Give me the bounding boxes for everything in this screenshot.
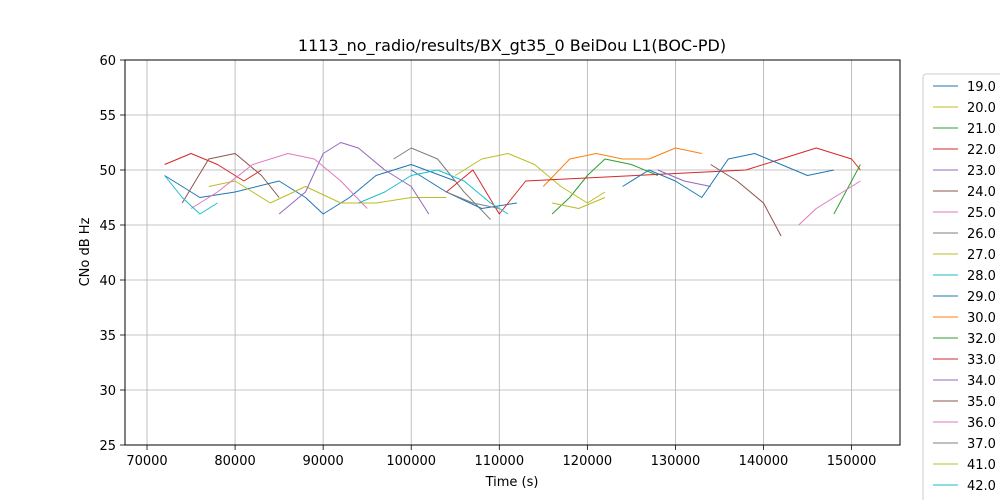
x-tick-label: 70000: [126, 454, 167, 469]
legend-entry-label: 32.0: [967, 332, 996, 347]
series-line-19: [358, 169, 509, 215]
y-axis-label: CNo dB Hz: [78, 217, 93, 286]
x-tick-label: 90000: [302, 454, 343, 469]
legend-box: [922, 73, 1000, 500]
y-tick-label: 25: [99, 439, 116, 454]
series-line-11: [542, 147, 702, 187]
series-line-9: [164, 175, 218, 215]
legend-entry-label: 41.0: [967, 458, 996, 473]
x-tick-label: 140000: [739, 454, 789, 469]
y-tick-label: 45: [99, 219, 116, 234]
legend-entry-label: 23.0: [967, 164, 996, 179]
series-line-4: [278, 142, 430, 215]
legend-entry-label: 22.0: [967, 143, 996, 158]
y-tick-label: 50: [99, 164, 116, 179]
x-tick-label: 110000: [474, 454, 524, 469]
legend-entry-label: 27.0: [967, 248, 996, 263]
legend-entry-label: 21.0: [967, 122, 996, 137]
legend-entry-label: 33.0: [967, 353, 996, 368]
legend: 19.0 20.0 21.0 22.0 23.0 24.0 25.0 26.0 27.0 28.0…: [922, 73, 1000, 500]
series-line-12: [833, 164, 861, 215]
legend-entry-label: 35.0: [967, 395, 996, 410]
legend-entry-label: 42.0: [967, 479, 996, 494]
legend-entry-label: 20.0: [967, 101, 996, 116]
x-tick-label: 120000: [563, 454, 613, 469]
legend-entry-label: 25.0: [967, 206, 996, 221]
legend-entry-label: 36.0: [967, 416, 996, 431]
x-tick-label: 150000: [827, 454, 877, 469]
legend-entry-label: 30.0: [967, 311, 996, 326]
series-line-6: [190, 153, 368, 209]
y-tick-label: 35: [99, 329, 116, 344]
series-line-10: [410, 169, 517, 209]
series-line-18: [551, 197, 606, 209]
legend-entry-label: 29.0: [967, 290, 996, 305]
y-tick-label: 60: [99, 54, 116, 69]
legend-entry-label: 37.0: [967, 437, 996, 452]
series-line-16: [798, 180, 861, 226]
series-line-3: [164, 153, 262, 182]
series-line-17: [446, 191, 500, 209]
y-tick-label: 40: [99, 274, 116, 289]
legend-entry-label: 24.0: [967, 185, 996, 200]
plot-frame: [124, 59, 901, 446]
y-tick-label: 30: [99, 384, 116, 399]
x-tick-label: 80000: [214, 454, 255, 469]
x-tick-label: 130000: [651, 454, 701, 469]
legend-entry-label: 28.0: [967, 269, 996, 284]
series-line-14: [657, 169, 711, 187]
legend-entry-label: 19.0: [967, 80, 996, 95]
series-line-0: [164, 164, 456, 215]
legend-entry-label: 34.0: [967, 374, 996, 389]
series-line-1: [208, 180, 447, 204]
x-axis-label: Time (s): [485, 475, 539, 490]
tick-layer: 70000 80000 90000 100000 110000 120000 130000 1…: [99, 54, 876, 469]
series-line-5: [181, 153, 280, 204]
series-line-20: [622, 153, 835, 198]
x-tick-label: 100000: [386, 454, 436, 469]
series-line-13: [446, 147, 861, 215]
series-line-15: [710, 164, 782, 237]
series-layer: [164, 142, 861, 237]
y-tick-label: 55: [99, 109, 116, 124]
legend-entry-label: 26.0: [967, 227, 996, 242]
series-line-2: [551, 158, 658, 215]
series-line-8: [455, 153, 606, 204]
chart-title: 1113_no_radio/results/BX_gt35_0 BeiDou L…: [298, 36, 726, 56]
series-line-7: [393, 147, 491, 220]
